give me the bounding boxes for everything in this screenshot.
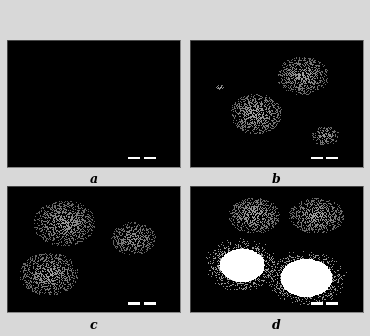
Bar (326, 302, 339, 305)
Bar (128, 157, 140, 159)
Text: a: a (90, 173, 98, 186)
Bar (326, 157, 339, 159)
Bar (144, 302, 156, 305)
Bar (128, 302, 140, 305)
Text: c: c (90, 319, 97, 332)
Bar (311, 302, 323, 305)
Text: d: d (272, 319, 281, 332)
Bar (144, 157, 156, 159)
Text: b: b (272, 173, 281, 186)
Bar (311, 157, 323, 159)
